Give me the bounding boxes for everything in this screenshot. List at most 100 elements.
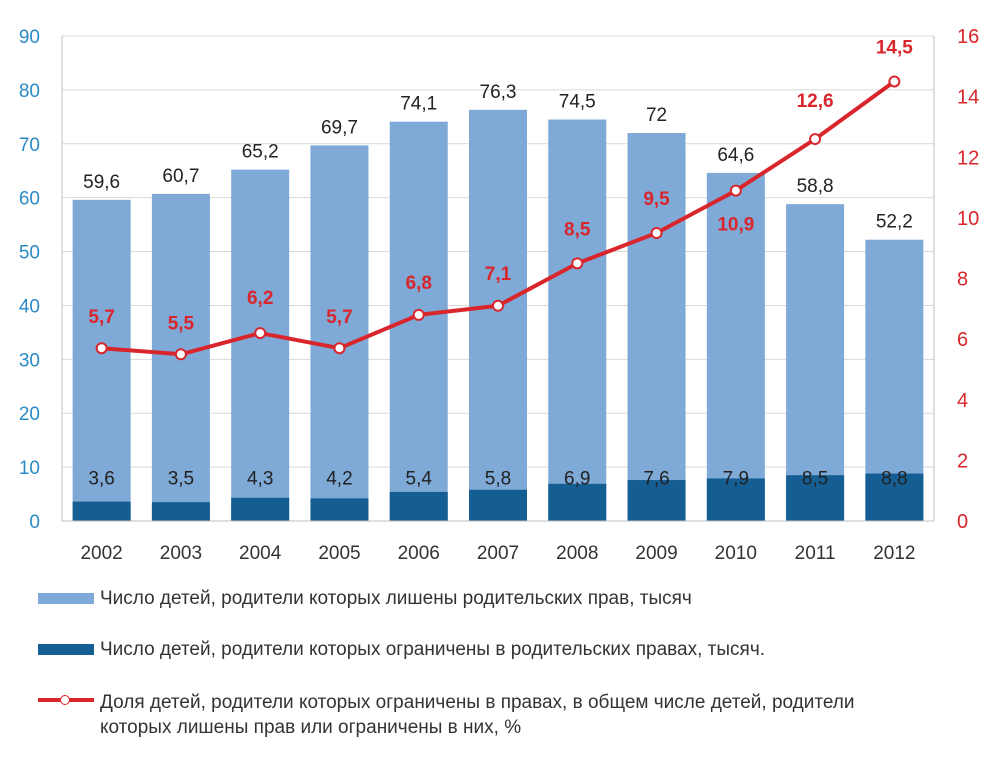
share-point [809, 133, 822, 146]
share-value-label: 6,2 [247, 288, 273, 309]
share-value-label: 8,5 [564, 219, 591, 240]
share-point [650, 227, 663, 240]
bar-deprived-value-label: 65,2 [242, 142, 279, 163]
bar-deprived-value-label: 72 [646, 105, 667, 126]
bar-deprived-value-label: 59,6 [83, 172, 120, 193]
bar-deprived [627, 133, 686, 521]
legend-item-share: Доля детей, родители которых ограничены … [38, 690, 855, 740]
bar-restricted [865, 473, 924, 521]
right-tick-label: 14 [957, 87, 979, 109]
left-tick-label: 10 [19, 458, 40, 479]
bar-restricted-value-label: 8,8 [881, 468, 907, 489]
legend-label-share-line2: которых лишены прав или ограничены в них… [100, 717, 522, 738]
left-tick-label: 0 [29, 512, 40, 533]
share-value-label: 7,1 [485, 264, 512, 285]
x-axis: 2002 2003 2004 2005 2006 2007 2008 2009 2010 2011… [62, 520, 934, 564]
bar-deprived [310, 145, 369, 521]
x-tick-label: 2009 [635, 543, 677, 564]
x-tick-label: 2007 [477, 543, 519, 564]
bar-deprived [706, 172, 765, 521]
bar-restricted-value-label: 7,9 [723, 468, 749, 489]
bar-restricted-value-label: 5,8 [485, 468, 511, 489]
left-tick-label: 80 [19, 81, 40, 102]
share-value-label: 12,6 [797, 91, 834, 112]
share-value-label: 5,5 [168, 313, 195, 334]
right-tick-label: 12 [957, 147, 979, 169]
x-tick-label: 2003 [160, 543, 202, 564]
bar-deprived-value-label: 69,7 [321, 117, 358, 138]
bar-restricted-value-label: 8,5 [802, 468, 828, 489]
bars-deprived-series [72, 109, 924, 522]
share-point [174, 348, 187, 361]
bar-restricted [231, 497, 290, 521]
legend-swatch-light-bar [38, 593, 94, 604]
right-tick-label: 8 [957, 269, 968, 291]
bar-restricted [786, 475, 845, 521]
x-tick-label: 2011 [795, 543, 836, 564]
left-tick-label: 90 [19, 27, 40, 48]
left-tick-label: 50 [19, 243, 40, 264]
right-tick-label: 6 [957, 329, 968, 351]
bar-restricted-value-label: 4,2 [326, 468, 352, 489]
bar-deprived-value-label: 60,7 [162, 166, 199, 187]
bar-deprived-value-label: 52,2 [876, 212, 913, 233]
bar-restricted-value-label: 6,9 [564, 468, 590, 489]
bar-restricted [548, 483, 607, 521]
x-tick-label: 2010 [715, 543, 757, 564]
left-tick-label: 30 [19, 350, 40, 371]
x-tick-label: 2002 [80, 543, 122, 564]
share-value-label: 14,5 [876, 37, 913, 58]
bar-deprived [72, 199, 131, 522]
bar-restricted [72, 501, 131, 521]
left-tick-label: 20 [19, 404, 40, 425]
share-value-label: 9,5 [643, 189, 670, 210]
legend-label-restricted: Число детей, родители которых ограничены… [100, 639, 766, 660]
share-point [95, 342, 108, 355]
right-tick-label: 0 [957, 511, 968, 533]
left-tick-label: 70 [19, 135, 40, 156]
share-line-series: 5,7 5,5 6,2 5,7 6,8 7,1 8,5 9,5 10,9 12,6 14,5 [88, 37, 913, 361]
legend-label-deprived: Число детей, родители которых лишены род… [100, 588, 692, 609]
x-tick-label: 2005 [318, 543, 360, 564]
share-point [333, 342, 346, 355]
bar-deprived [469, 109, 527, 522]
bars-restricted-series [72, 473, 924, 521]
share-value-label: 10,9 [717, 215, 754, 236]
bar-deprived [231, 169, 290, 521]
bar-restricted [389, 491, 448, 521]
legend-swatch-dark-bar [38, 644, 94, 655]
bar-deprived-value-label: 74,1 [400, 94, 437, 115]
share-point [254, 327, 267, 340]
right-tick-label: 16 [957, 26, 979, 48]
bar-restricted [151, 502, 210, 521]
legend-item-restricted: Число детей, родители которых ограничены… [38, 637, 765, 662]
right-tick-label: 10 [957, 208, 979, 230]
legend-swatch-line [38, 690, 94, 710]
bar-restricted [469, 489, 527, 521]
right-tick-label: 2 [957, 450, 968, 472]
bar-restricted-value-label: 5,4 [406, 468, 433, 489]
left-axis: 0 10 20 30 40 50 60 70 80 90 [19, 27, 63, 533]
legend-item-deprived: Число детей, родители которых лишены род… [38, 586, 692, 611]
x-tick-label: 2008 [556, 543, 598, 564]
bar-deprived-value-label: 64,6 [717, 145, 754, 166]
share-point [492, 299, 504, 312]
bar-restricted [706, 478, 765, 521]
x-tick-label: 2006 [398, 543, 440, 564]
share-value-label: 5,7 [88, 307, 114, 328]
bar-deprived [786, 204, 845, 521]
legend-label-share: Доля детей, родители которых ограничены … [100, 690, 855, 740]
bar-restricted-value-label: 4,3 [247, 468, 273, 489]
bar-restricted [627, 480, 686, 521]
x-tick-label: 2012 [873, 543, 915, 564]
bar-restricted [310, 498, 369, 521]
share-point [412, 308, 425, 321]
bar-deprived [548, 119, 607, 522]
share-point [729, 184, 742, 197]
share-point [888, 75, 901, 88]
bar-restricted-value-label: 7,6 [643, 468, 669, 489]
legend-label-share-line1: Доля детей, родители которых ограничены … [100, 692, 855, 713]
right-axis: 0 2 4 6 8 10 12 14 16 [933, 26, 979, 533]
right-tick-label: 4 [957, 390, 968, 412]
bar-data-labels: 59,6 60,7 65,2 69,7 74,1 76,3 74,5 72 64,6 58,8 52… [83, 82, 913, 490]
